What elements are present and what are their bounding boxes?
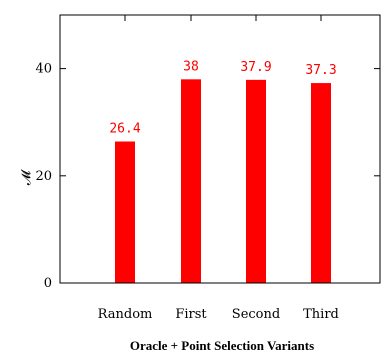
y-axis-label: 𝓜: [19, 169, 34, 185]
x-tick-label-second: Second: [232, 307, 280, 322]
x-tick-labels: Random First Second Third: [98, 307, 339, 322]
x-tick-label-third: Third: [303, 307, 339, 322]
bar-second: [246, 79, 266, 283]
bars: [115, 79, 331, 284]
bar-first: [181, 79, 201, 283]
plot-frame: [59, 14, 381, 284]
x-axis-label: Oracle + Point Selection Variants: [130, 338, 314, 353]
y-tick-label: 0: [44, 276, 52, 291]
tick-marks: [60, 15, 380, 284]
data-label-third: 37.3: [305, 63, 336, 78]
data-label-first: 38: [183, 59, 199, 74]
bar-third: [311, 83, 331, 284]
y-tick-labels: 0 20 40: [35, 62, 52, 291]
bar-random: [115, 141, 135, 283]
data-labels: 26.4 38 37.9 37.3: [109, 59, 336, 136]
data-label-second: 37.9: [240, 60, 271, 75]
y-tick-label: 40: [35, 62, 52, 77]
x-tick-label-random: Random: [98, 307, 153, 322]
x-tick-label-first: First: [175, 307, 207, 322]
y-tick-label: 20: [35, 169, 52, 184]
data-label-random: 26.4: [109, 121, 140, 136]
